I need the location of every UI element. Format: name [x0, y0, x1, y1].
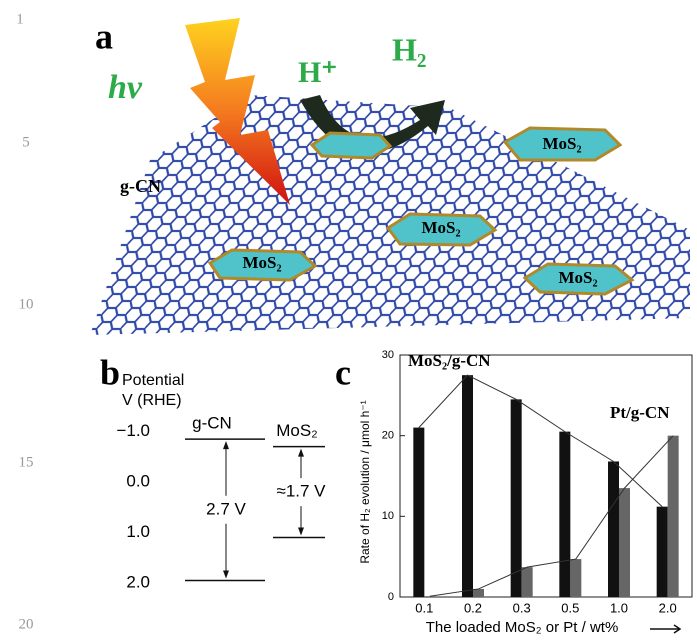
- support-label: g-CN: [120, 176, 161, 196]
- bar: [559, 431, 571, 597]
- bar: [619, 488, 630, 597]
- y-tick-label: 20: [382, 430, 394, 442]
- y-tick-label: 10: [382, 510, 394, 522]
- catalyst-label: MoS₂: [242, 253, 281, 272]
- trend-line: [429, 435, 674, 597]
- catalyst-label: MoS₂: [542, 134, 581, 153]
- x-tick-label: 0.3: [513, 600, 531, 615]
- proton-label: H⁺: [298, 56, 337, 89]
- axis-arrow: [650, 624, 682, 634]
- gap-label: 2.7 V: [206, 499, 246, 518]
- x-tick-label: 0.2: [464, 600, 482, 615]
- catalyst-plates: [207, 126, 635, 296]
- bar: [473, 588, 484, 597]
- y-tick-label: 30: [382, 349, 394, 361]
- catalyst-label: MoS₂: [558, 268, 597, 287]
- material-label: MoS₂: [276, 421, 318, 440]
- bar: [656, 506, 668, 597]
- axis-unit: V (RHE): [122, 392, 182, 409]
- light-label: hν: [108, 69, 143, 106]
- bar: [570, 559, 582, 597]
- panel-label: a: [95, 16, 113, 56]
- x-axis-label: The loaded MoS₂ or Pt / wt%: [426, 619, 619, 636]
- x-tick-label: 1.0: [610, 600, 628, 615]
- y-tick-label: −1.0: [116, 421, 150, 440]
- panel-label: b: [100, 352, 120, 392]
- series-label: MoS₂/g-CN: [408, 351, 491, 370]
- material-label: g-CN: [192, 414, 232, 433]
- y-tick-label: 0: [388, 591, 394, 603]
- bar: [462, 375, 473, 597]
- bar: [667, 435, 679, 597]
- bar: [521, 567, 533, 597]
- trend-line: [418, 374, 663, 508]
- catalyst-label: MoS₂: [421, 218, 460, 237]
- line-number: 10: [19, 296, 34, 312]
- bar: [413, 427, 425, 597]
- panel-label: c: [335, 352, 351, 392]
- y-tick-label: 1.0: [126, 522, 150, 541]
- line-number: 20: [19, 616, 34, 632]
- bar: [510, 399, 522, 597]
- x-tick-label: 0.5: [561, 600, 579, 615]
- line-number: 15: [19, 454, 34, 470]
- y-axis-label: Rate of H₂ evolution / μmol h⁻¹: [358, 400, 372, 563]
- x-tick-label: 2.0: [659, 600, 677, 615]
- plot-frame: [399, 354, 693, 598]
- y-tick-label: 2.0: [126, 572, 150, 591]
- h2-label: H₂: [392, 31, 426, 67]
- line-number: 1: [16, 11, 24, 27]
- line-number: 5: [22, 134, 30, 150]
- y-tick-label: 0.0: [126, 471, 150, 490]
- series-label: Pt/g-CN: [610, 403, 670, 422]
- light-bolt: [185, 18, 290, 205]
- x-tick-label: 0.1: [415, 600, 433, 615]
- axis-title: Potential: [122, 372, 184, 389]
- gap-label: ≈1.7 V: [276, 482, 326, 501]
- bar: [608, 461, 619, 597]
- bar: [424, 596, 436, 597]
